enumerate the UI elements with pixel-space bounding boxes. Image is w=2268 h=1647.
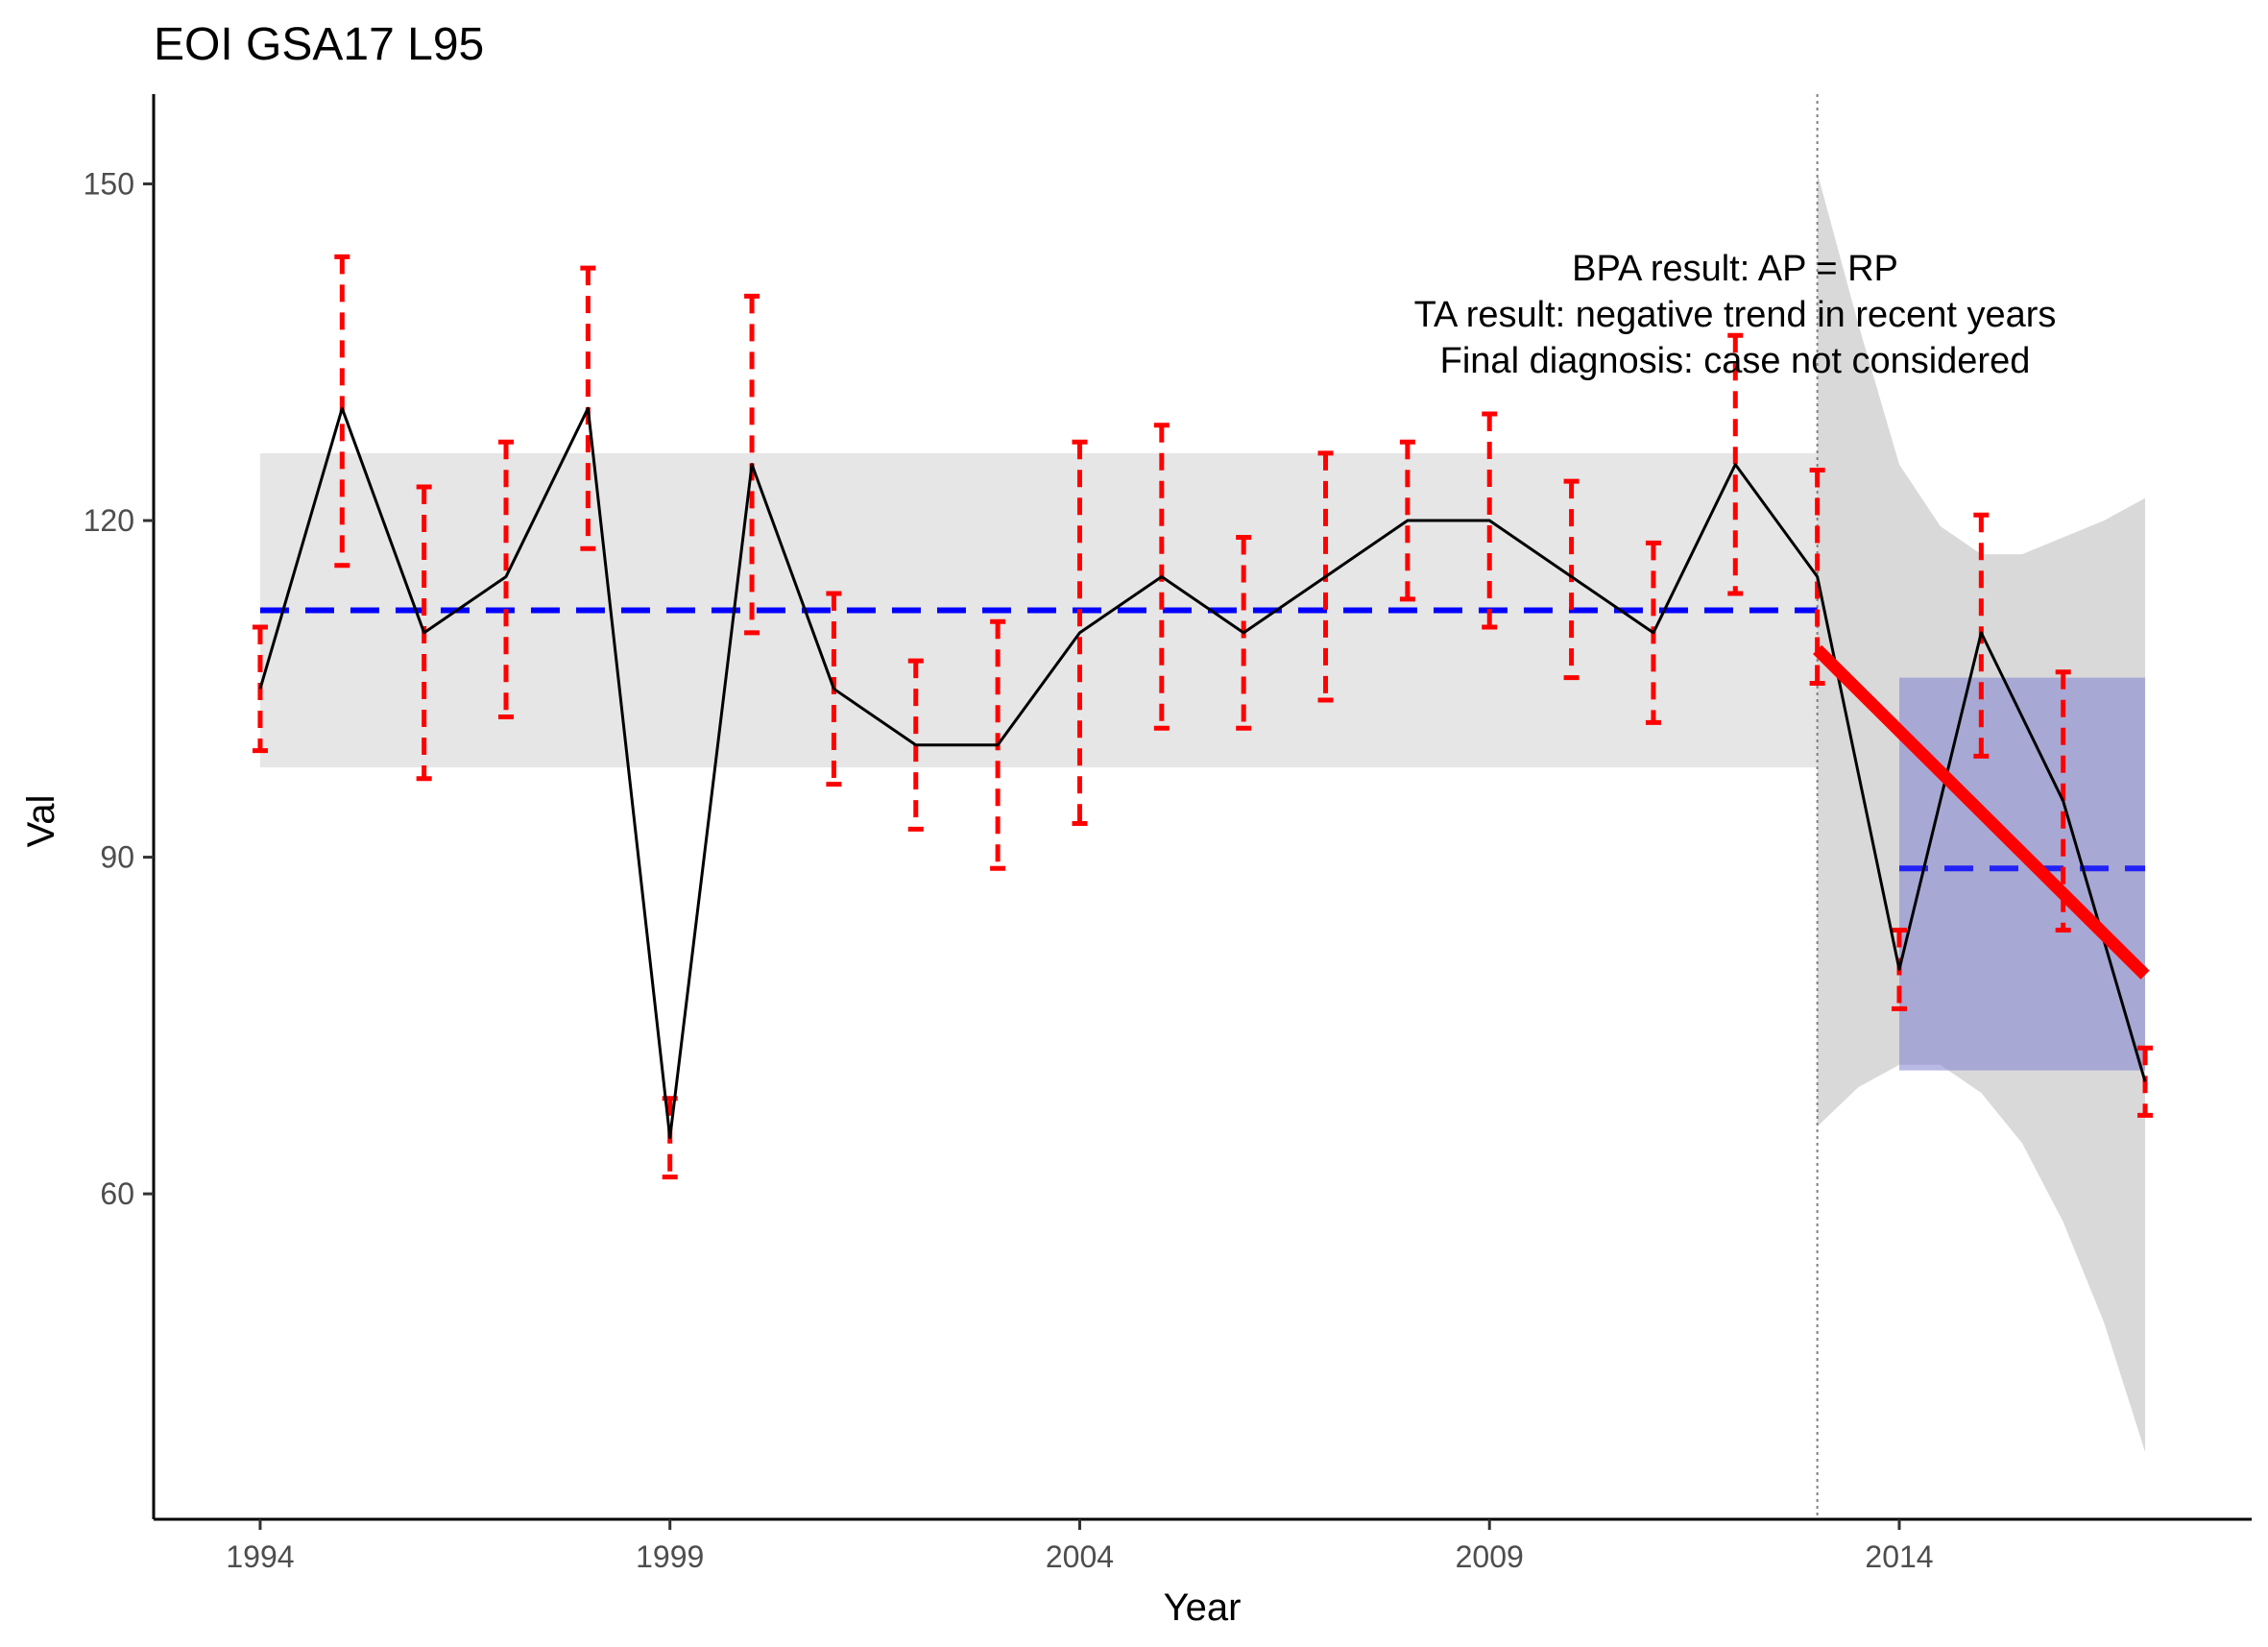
error-bar-2008 bbox=[1399, 439, 1415, 602]
error-bar-1994 bbox=[252, 624, 268, 754]
annotation: BPA result: AP = RP TA result: negative t… bbox=[1414, 249, 2057, 381]
annotation-line: BPA result: AP = RP bbox=[1572, 249, 1898, 289]
error-bar-2004 bbox=[1072, 439, 1088, 827]
y-tick-label: 120 bbox=[84, 503, 134, 538]
annotation-line: Final diagnosis: case not considered bbox=[1440, 341, 2031, 381]
plot-area bbox=[252, 94, 2154, 1519]
error-bar-2013 bbox=[1809, 467, 1825, 686]
assessment-band bbox=[1898, 677, 2146, 1071]
error-bar-2010 bbox=[1563, 478, 1580, 681]
series-line-0 bbox=[258, 406, 2147, 1140]
x-tick-label: 2009 bbox=[1456, 1539, 1524, 1574]
chart-title: EOI GSA17 L95 bbox=[154, 19, 484, 70]
x-tick-label: 1994 bbox=[226, 1539, 294, 1574]
x-tick-label: 2014 bbox=[1865, 1539, 1933, 1574]
error-bar-2012 bbox=[1727, 332, 1744, 596]
y-tick-label: 150 bbox=[84, 166, 134, 201]
y-tick-label: 90 bbox=[100, 840, 134, 875]
trend-line bbox=[1813, 644, 2150, 980]
error-bar-2016 bbox=[2055, 669, 2071, 933]
ticks: 1994 1999 2004 2009 2014 60 90 120 150 bbox=[84, 166, 1934, 1574]
y-axis-title: Val bbox=[20, 795, 62, 848]
x-tick-label: 1999 bbox=[636, 1539, 704, 1574]
x-tick-label: 2004 bbox=[1046, 1539, 1114, 1574]
y-tick-label: 60 bbox=[100, 1176, 134, 1211]
error-bar-2009 bbox=[1482, 411, 1498, 630]
annotation-line: TA result: negative trend in recent year… bbox=[1414, 295, 2057, 335]
axes bbox=[152, 94, 2252, 1521]
error-bar-1997 bbox=[498, 439, 515, 720]
x-axis-title: Year bbox=[1164, 1586, 1242, 1629]
